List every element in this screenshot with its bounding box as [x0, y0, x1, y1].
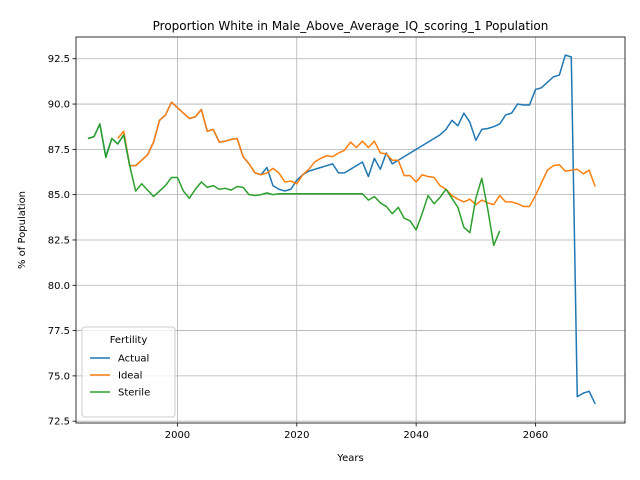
y-axis-label: % of Population — [17, 191, 28, 269]
legend-label-actual: Actual — [118, 354, 149, 365]
y-tick-label: 87.5 — [48, 145, 70, 156]
x-tick-label: 2020 — [284, 430, 309, 441]
y-tick-label: 92.5 — [48, 54, 70, 65]
x-tick-label: 2000 — [165, 430, 190, 441]
series-lines — [87, 54, 596, 405]
y-tick-label: 77.5 — [48, 326, 70, 337]
x-tick-label: 2040 — [403, 430, 428, 441]
legend-box — [81, 326, 176, 418]
series-line-sterile — [87, 123, 501, 247]
x-tick-label: 2060 — [523, 430, 548, 441]
legend-title: Fertility — [110, 335, 148, 346]
y-tick-label: 80.0 — [48, 281, 70, 292]
legend-label-ideal: Ideal — [118, 371, 142, 382]
y-tick-label: 90.0 — [48, 100, 70, 111]
x-axis: 2000 2020 2040 2060 — [165, 423, 548, 441]
legend: Fertility Actual Ideal Sterile — [81, 326, 176, 418]
y-tick-label: 85.0 — [48, 190, 70, 201]
series-line-ideal — [117, 101, 596, 208]
legend-label-sterile: Sterile — [118, 388, 150, 399]
y-axis: 72.5 75.0 77.5 80.0 82.5 85.0 87.5 90.0 92.5 — [48, 54, 76, 428]
chart-title: Proportion White in Male_Above_Average_I… — [153, 19, 549, 33]
y-tick-label: 75.0 — [48, 371, 70, 382]
y-tick-label: 72.5 — [48, 417, 70, 428]
y-tick-label: 82.5 — [48, 235, 70, 246]
axes-frame — [75, 36, 626, 424]
x-axis-label: Years — [336, 453, 363, 464]
